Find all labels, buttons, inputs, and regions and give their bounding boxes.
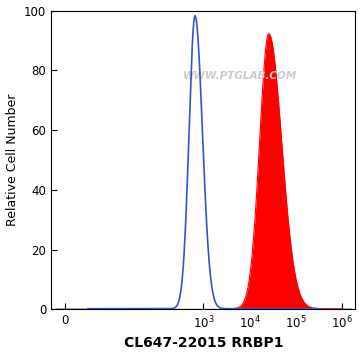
Y-axis label: Relative Cell Number: Relative Cell Number [5, 94, 18, 226]
Text: WWW.PTGLAB.COM: WWW.PTGLAB.COM [183, 71, 297, 81]
X-axis label: CL647-22015 RRBP1: CL647-22015 RRBP1 [123, 336, 283, 350]
